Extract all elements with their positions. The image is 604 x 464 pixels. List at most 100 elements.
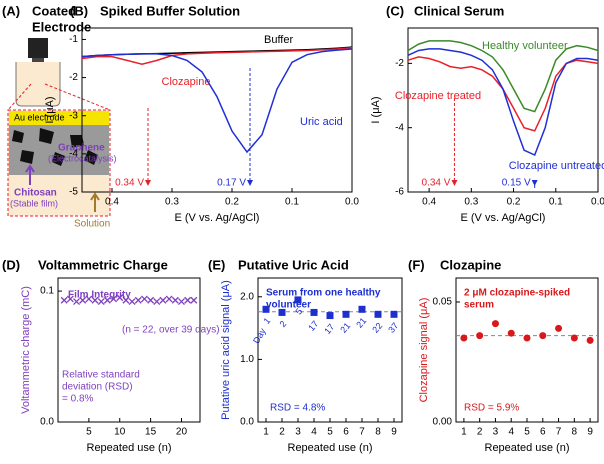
- peak-arrow: [531, 180, 538, 186]
- panel-label: (B): [70, 3, 88, 18]
- solution-label: Solution: [74, 219, 110, 230]
- peak-label: 0.34 V: [115, 178, 144, 189]
- au-label: Au electrode: [14, 112, 65, 122]
- annotation: RSD = 5.9%: [464, 403, 519, 414]
- y-tick-label: 1.0: [240, 354, 254, 365]
- data-point: [140, 295, 148, 303]
- au-layer: [9, 111, 109, 125]
- data-point: [147, 296, 155, 304]
- x-axis-label: Repeated use (n): [87, 442, 172, 454]
- panel-label: (A): [2, 3, 20, 18]
- x-tick-label: 8: [375, 427, 381, 438]
- panel-title: Clozapine: [440, 257, 501, 272]
- series-label: Clozapine untreated: [509, 160, 604, 172]
- y-tick-label: -6: [395, 187, 404, 198]
- y-axis-label: Putative uric acid signal (μA): [220, 280, 232, 420]
- point-label: 21: [338, 321, 352, 335]
- peak-label: 0.17 V: [217, 178, 246, 189]
- y-tick-label: -4: [395, 122, 404, 133]
- series-line: [407, 48, 599, 157]
- x-tick-label: 7: [359, 427, 365, 438]
- annotation: 2 μM clozapine-spiked: [464, 288, 570, 299]
- peak-label: 0.34 V: [422, 178, 451, 189]
- point-label: 5: [293, 306, 304, 316]
- x-tick-label: 0.3: [165, 197, 179, 208]
- x-tick-label: 3: [295, 427, 301, 438]
- data-point: [358, 305, 366, 313]
- beaker: [15, 62, 61, 107]
- panel-title: Putative Uric Acid: [238, 257, 349, 272]
- series-label: Clozapine treated: [395, 90, 481, 102]
- x-tick-label: 2: [477, 427, 483, 438]
- y-tick-label: -5: [69, 187, 78, 198]
- annotation: volunteer: [266, 300, 311, 311]
- data-point: [79, 296, 87, 304]
- series-line: [81, 48, 353, 154]
- y-tick-label: 0.00: [433, 417, 453, 428]
- zoom-lines: [7, 83, 111, 111]
- x-tick-label: 0.2: [507, 197, 521, 208]
- peak-arrow: [247, 180, 253, 186]
- annotation: Relative standard: [62, 370, 140, 381]
- data-point: [165, 295, 173, 303]
- x-tick-label: 2: [279, 427, 285, 438]
- data-point: [374, 310, 382, 318]
- y-axis-label: I (μA): [44, 96, 56, 123]
- peak-arrow: [145, 180, 151, 186]
- x-tick-label: 0.0: [591, 197, 604, 208]
- point-label: 21: [354, 316, 368, 330]
- data-point: [66, 295, 74, 303]
- x-tick-label: 15: [145, 427, 157, 438]
- x-tick-label: 9: [391, 427, 397, 438]
- diagram-title: Coated: [32, 3, 76, 18]
- y-tick-label: -3: [69, 110, 78, 121]
- data-point: [103, 296, 111, 304]
- data-point: [73, 298, 80, 306]
- panel-title: Voltammetric Charge: [38, 257, 168, 272]
- data-point: [184, 296, 192, 304]
- solution-arrow: [90, 192, 100, 212]
- series-label: Clozapine: [162, 76, 211, 88]
- plot-frame: [57, 277, 201, 423]
- series-line: [407, 40, 599, 113]
- data-point: [178, 298, 185, 306]
- data-point: [294, 296, 302, 304]
- graphene-flakes: [12, 128, 98, 166]
- x-tick-label: 6: [540, 427, 546, 438]
- annotation: Film Integrity: [68, 290, 131, 301]
- data-point: [91, 296, 99, 304]
- y-tick-label: 0.05: [433, 297, 453, 308]
- film-layer: [9, 125, 109, 175]
- data-point: [326, 312, 334, 320]
- data-point: [110, 295, 118, 303]
- panel-label: (F): [408, 257, 425, 272]
- data-point: [190, 296, 198, 304]
- x-tick-label: 0.0: [345, 197, 359, 208]
- data-point: [491, 320, 499, 328]
- x-tick-label: 5: [86, 427, 92, 438]
- x-tick-label: 9: [587, 427, 593, 438]
- data-point: [278, 308, 286, 316]
- point-label: 22: [370, 321, 384, 335]
- annotation: serum: [464, 300, 494, 311]
- panel-label: (E): [208, 257, 225, 272]
- data-point: [476, 332, 484, 340]
- x-axis-label: Repeated use (n): [288, 442, 373, 454]
- x-tick-label: 1: [461, 427, 467, 438]
- data-point: [310, 308, 318, 316]
- x-tick-label: 4: [311, 427, 317, 438]
- electrode-body: [28, 38, 48, 58]
- x-tick-label: 0.3: [464, 197, 478, 208]
- x-tick-label: 3: [493, 427, 499, 438]
- data-point: [539, 332, 547, 340]
- y-axis-label: Clozapine signal (μA): [418, 298, 430, 403]
- annotation: (n = 22, over 39 days): [122, 325, 220, 336]
- x-tick-label: 0.1: [285, 197, 299, 208]
- y-tick-label: -4: [69, 149, 78, 160]
- peak-arrow: [451, 180, 458, 186]
- panel-label: (D): [2, 257, 20, 272]
- data-point: [153, 298, 161, 306]
- x-tick-label: 20: [176, 427, 188, 438]
- y-axis-label: I (μA): [370, 96, 382, 123]
